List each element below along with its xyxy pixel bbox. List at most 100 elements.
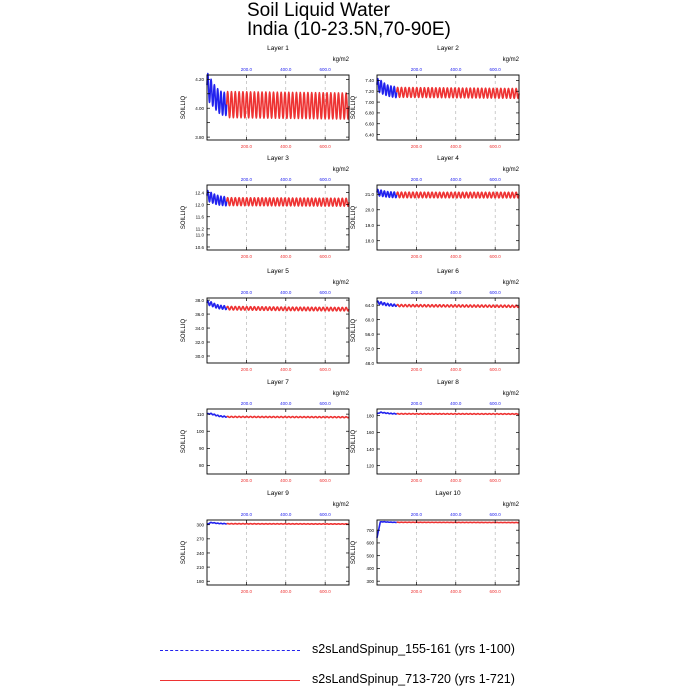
- series-line-blue: [376, 520, 398, 538]
- y-tick-label: 7.20: [365, 89, 374, 94]
- x-tick-label-top: 400.0: [280, 177, 292, 182]
- x-tick-label-top: 400.0: [450, 512, 462, 517]
- y-tick-label: 300: [196, 523, 204, 528]
- series-line-red: [225, 90, 350, 120]
- y-tick-label: 240: [196, 551, 204, 556]
- x-tick-label: 400.0: [450, 589, 462, 594]
- plot-frame: [206, 74, 350, 141]
- subplot-layer-4: Layer 4 kg/m2 18.0 19.0 20.0 21.0 200.0 200.0 40…: [351, 155, 520, 259]
- x-tick-label: 600.0: [320, 254, 332, 259]
- x-tick-label-top: 400.0: [450, 401, 462, 406]
- x-tick-label: 600.0: [320, 478, 332, 483]
- x-tick-label: 400.0: [280, 589, 292, 594]
- x-tick-label: 600.0: [490, 254, 502, 259]
- x-tick-label-top: 400.0: [280, 290, 292, 295]
- series-line-blue: [206, 521, 228, 526]
- y-axis-label: SOILLIQ: [351, 205, 357, 229]
- x-tick-label-top: 400.0: [280, 401, 292, 406]
- series-line-red: [396, 521, 520, 524]
- plot-frame: [206, 184, 350, 251]
- y-tick-label: 400: [366, 566, 374, 571]
- x-tick-label: 200.0: [411, 144, 423, 149]
- x-tick-label: 400.0: [280, 254, 292, 259]
- y-tick-label: 10.6: [195, 245, 204, 250]
- plot-frame: [206, 408, 350, 475]
- series-line-red: [396, 412, 520, 416]
- subplot-title: Layer 9: [267, 490, 289, 497]
- y-tick-label: 38.0: [195, 298, 204, 303]
- x-tick-label-top: 200.0: [241, 512, 253, 517]
- y-tick-label: 20.0: [365, 208, 374, 213]
- y-axis-label: SOILLIQ: [351, 540, 357, 564]
- x-tick-label: 400.0: [450, 254, 462, 259]
- chart-subtitle: India (10-23.5N,70-90E): [247, 19, 451, 40]
- x-tick-label: 200.0: [411, 478, 423, 483]
- y-tick-label: 21.0: [365, 192, 374, 197]
- x-tick-label: 400.0: [450, 478, 462, 483]
- x-tick-label-top: 600.0: [490, 290, 502, 295]
- subplot-layer-7: Layer 7 kg/m2 80 90 100 110 200.0 200.0 400.0 400…: [181, 379, 350, 483]
- y-tick-label: 600: [366, 541, 374, 546]
- x-tick-label-top: 400.0: [280, 67, 292, 72]
- x-tick-label: 200.0: [241, 144, 253, 149]
- plot-frame: [206, 519, 350, 586]
- subplot-title: Layer 1: [267, 45, 289, 52]
- x-tick-label: 200.0: [241, 367, 253, 372]
- x-tick-label-top: 200.0: [411, 67, 423, 72]
- units-label: kg/m2: [503, 280, 520, 286]
- x-tick-label-top: 600.0: [320, 67, 332, 72]
- x-tick-label-top: 600.0: [320, 401, 332, 406]
- series-line-red: [226, 415, 350, 419]
- y-tick-label: 4.20: [195, 77, 204, 82]
- y-tick-label: 52.0: [365, 346, 374, 351]
- x-tick-label: 400.0: [450, 144, 462, 149]
- y-tick-label: 500: [366, 553, 374, 558]
- y-axis-label: SOILLIQ: [181, 540, 187, 564]
- series-line-red: [396, 303, 520, 309]
- subplot-title: Layer 4: [437, 155, 459, 162]
- series-line-blue: [376, 188, 398, 199]
- series-line-red: [225, 305, 350, 312]
- subplot-layer-5: Layer 5 kg/m2 30.0 32.0 34.0 36.0 38.0 200.0 200…: [181, 268, 350, 372]
- series-line-blue: [376, 77, 398, 99]
- y-tick-label: 6.60: [365, 122, 374, 127]
- y-tick-label: 700: [366, 528, 374, 533]
- y-tick-label: 64.0: [365, 303, 374, 308]
- x-tick-label-top: 200.0: [241, 177, 253, 182]
- x-tick-label: 400.0: [280, 144, 292, 149]
- y-tick-label: 270: [196, 537, 204, 542]
- subplot-layer-9: Layer 9 kg/m2 180 210 240 270 300 200.0 200.0 400…: [181, 490, 350, 594]
- x-tick-label: 600.0: [320, 589, 332, 594]
- y-tick-label: 3.80: [195, 135, 204, 140]
- x-tick-label-top: 400.0: [450, 290, 462, 295]
- series-line-red: [395, 86, 520, 100]
- plot-frame: [376, 184, 520, 251]
- y-tick-label: 4.00: [195, 106, 204, 111]
- x-tick-label: 200.0: [411, 367, 423, 372]
- units-label: kg/m2: [333, 280, 350, 286]
- y-axis-label: SOILLIQ: [181, 95, 187, 119]
- plot-frame: [376, 408, 520, 475]
- y-axis-label: SOILLIQ: [351, 95, 357, 119]
- series-line-blue: [206, 300, 228, 311]
- chart-title: Soil Liquid Water: [247, 0, 390, 21]
- x-tick-label: 400.0: [280, 478, 292, 483]
- y-tick-label: 300: [366, 579, 374, 584]
- x-tick-label: 600.0: [490, 589, 502, 594]
- plot-frame: [376, 519, 520, 586]
- y-tick-label: 160: [366, 430, 374, 435]
- y-tick-label: 7.00: [365, 100, 374, 105]
- y-tick-label: 11.6: [196, 215, 205, 220]
- subplot-title: Layer 8: [437, 379, 459, 386]
- x-tick-label-top: 600.0: [490, 177, 502, 182]
- subplot-layer-1: Layer 1 kg/m2 3.80 4.00 4.20 200.0 200.0 400.0 4…: [181, 45, 350, 149]
- subplot-title: Layer 6: [437, 268, 459, 275]
- x-tick-label-top: 400.0: [450, 177, 462, 182]
- units-label: kg/m2: [503, 502, 520, 508]
- y-tick-label: 12.0: [195, 202, 204, 207]
- units-label: kg/m2: [503, 391, 520, 397]
- subplot-layer-3: Layer 3 kg/m2 10.6 11.011.2 11.6 12.0 12.4 200.…: [181, 155, 350, 259]
- y-tick-label: 180: [196, 579, 204, 584]
- y-tick-label: 11.2: [196, 227, 205, 232]
- y-axis-label: SOILLIQ: [351, 429, 357, 453]
